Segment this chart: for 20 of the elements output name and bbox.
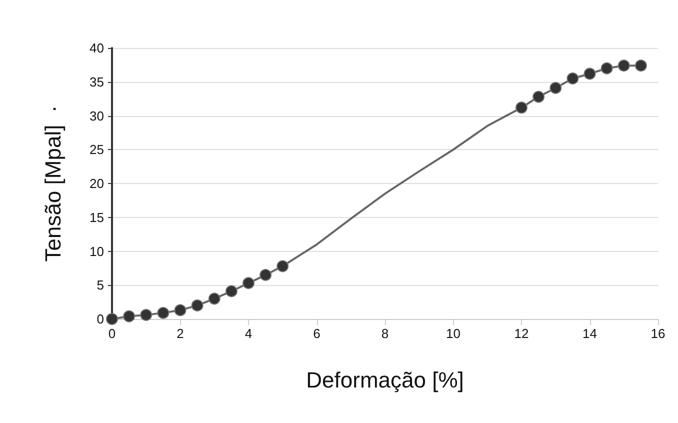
y-tick-label: 0 <box>96 312 104 326</box>
x-tick-label: 12 <box>514 326 529 341</box>
x-tick-label: 6 <box>313 326 320 341</box>
y-tick-label: 30 <box>90 108 104 124</box>
y-tick-label: 5 <box>96 278 104 293</box>
x-tick-label: 0 <box>108 326 116 341</box>
y-tick-label: 40 <box>90 40 104 56</box>
x-axis-title: Deformação [%] <box>306 368 464 392</box>
x-tick-label: 14 <box>582 326 597 341</box>
x-tick-label: 16 <box>650 326 666 341</box>
y-tick-label: 35 <box>90 74 104 90</box>
y-tick-label: 15 <box>90 210 104 225</box>
x-tick-label: 4 <box>244 326 252 341</box>
y-tick-label: 20 <box>90 176 104 191</box>
y-axis-title: Tensão [Mpal] · <box>40 105 66 262</box>
x-tick-label: 10 <box>446 326 460 341</box>
x-tick-label: 8 <box>381 326 389 341</box>
y-tick-label: 25 <box>90 142 104 158</box>
y-tick-label: 10 <box>90 244 104 259</box>
x-tick-label: 2 <box>176 326 184 341</box>
